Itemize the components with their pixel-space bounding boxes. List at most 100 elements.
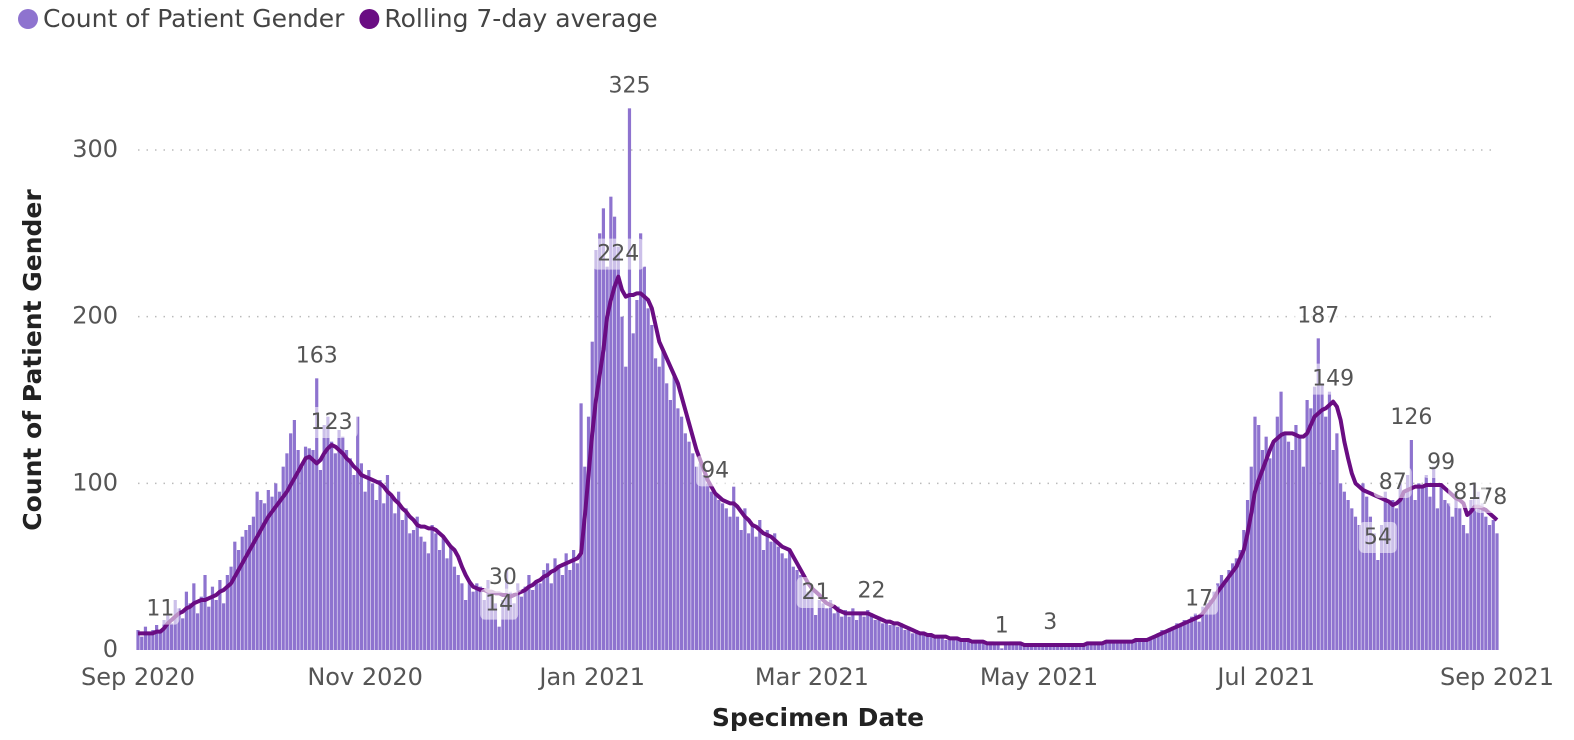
data-label-box bbox=[480, 588, 519, 620]
bar bbox=[787, 550, 792, 650]
bar bbox=[370, 483, 375, 650]
bar bbox=[508, 591, 512, 650]
bar bbox=[493, 603, 498, 650]
bar bbox=[542, 570, 546, 650]
bar bbox=[270, 496, 274, 650]
bar bbox=[750, 525, 754, 650]
y-tick-label: 300 bbox=[72, 135, 118, 163]
bar bbox=[922, 631, 926, 650]
bar bbox=[1450, 516, 1454, 650]
bar bbox=[341, 436, 345, 650]
bar bbox=[1279, 391, 1283, 650]
data-label-box bbox=[696, 455, 735, 487]
bar bbox=[1000, 648, 1004, 650]
data-label-group: 123 bbox=[305, 407, 358, 438]
data-label-group: 126 bbox=[1385, 402, 1438, 433]
bar bbox=[1290, 450, 1294, 650]
bar bbox=[437, 550, 442, 650]
bar bbox=[761, 550, 766, 650]
bar bbox=[147, 635, 151, 650]
bar bbox=[538, 583, 542, 650]
bar bbox=[1301, 466, 1305, 650]
bar bbox=[1164, 631, 1168, 650]
bar bbox=[1379, 525, 1384, 650]
bar bbox=[1022, 646, 1026, 650]
bar bbox=[1171, 626, 1175, 650]
bar bbox=[985, 641, 989, 650]
bar bbox=[557, 566, 561, 650]
y-tick-label: 200 bbox=[72, 302, 118, 330]
bar bbox=[877, 616, 881, 650]
bar bbox=[259, 500, 263, 650]
data-label: 30 bbox=[489, 565, 517, 590]
bar bbox=[460, 583, 464, 650]
bar bbox=[333, 453, 337, 650]
bar bbox=[992, 643, 996, 650]
data-label-group: 11 bbox=[141, 593, 180, 625]
bar bbox=[430, 525, 434, 650]
bar bbox=[1234, 558, 1238, 650]
x-tick-label: May 2021 bbox=[980, 663, 1098, 691]
bar bbox=[847, 616, 851, 650]
bar bbox=[1495, 533, 1499, 650]
bar bbox=[747, 533, 751, 650]
bar bbox=[348, 458, 352, 650]
bar bbox=[814, 615, 818, 650]
data-label: 224 bbox=[597, 242, 639, 267]
bar bbox=[456, 575, 460, 650]
bar bbox=[534, 580, 538, 650]
bar bbox=[1406, 475, 1410, 650]
bar bbox=[1178, 625, 1183, 650]
bar bbox=[624, 366, 628, 650]
bar bbox=[192, 583, 196, 650]
bar bbox=[162, 620, 166, 650]
bar bbox=[951, 636, 956, 650]
data-label: 325 bbox=[608, 73, 650, 98]
bar bbox=[378, 480, 382, 650]
bar bbox=[683, 433, 687, 650]
bar bbox=[419, 536, 423, 650]
bar bbox=[367, 470, 371, 650]
y-tick-label: 100 bbox=[72, 468, 118, 496]
y-tick-label: 0 bbox=[103, 635, 118, 663]
data-label-group: 163 bbox=[290, 340, 343, 372]
bar bbox=[1037, 646, 1041, 650]
bar bbox=[1100, 643, 1104, 650]
bar bbox=[199, 596, 203, 650]
bar bbox=[136, 630, 140, 650]
data-label: 123 bbox=[311, 410, 353, 435]
bar bbox=[709, 491, 713, 650]
data-label: 187 bbox=[1297, 303, 1339, 328]
bar bbox=[1190, 616, 1194, 650]
bar bbox=[356, 416, 360, 650]
bar bbox=[817, 600, 821, 650]
data-label-box bbox=[1358, 522, 1397, 553]
bar bbox=[910, 633, 915, 650]
bar bbox=[944, 640, 948, 650]
data-label: 14 bbox=[485, 592, 513, 617]
bar bbox=[832, 613, 836, 650]
bar bbox=[1041, 645, 1045, 650]
bar bbox=[583, 466, 587, 650]
bar bbox=[754, 536, 758, 650]
bar bbox=[1398, 483, 1402, 650]
bar bbox=[635, 300, 639, 650]
bar bbox=[434, 533, 438, 650]
bar bbox=[553, 558, 557, 650]
bar bbox=[646, 308, 650, 650]
bar bbox=[1432, 466, 1436, 650]
data-label: 126 bbox=[1390, 405, 1432, 430]
bar bbox=[1443, 500, 1447, 650]
bar bbox=[1249, 466, 1253, 650]
bar bbox=[1253, 416, 1257, 650]
data-label: 21 bbox=[802, 580, 830, 605]
bar bbox=[724, 508, 728, 650]
bar bbox=[233, 541, 237, 650]
bar bbox=[840, 616, 844, 650]
bar bbox=[452, 566, 457, 650]
bar bbox=[218, 580, 222, 650]
bar bbox=[158, 631, 162, 650]
bar bbox=[229, 566, 233, 650]
bar bbox=[1346, 500, 1350, 650]
bar bbox=[1011, 641, 1015, 650]
